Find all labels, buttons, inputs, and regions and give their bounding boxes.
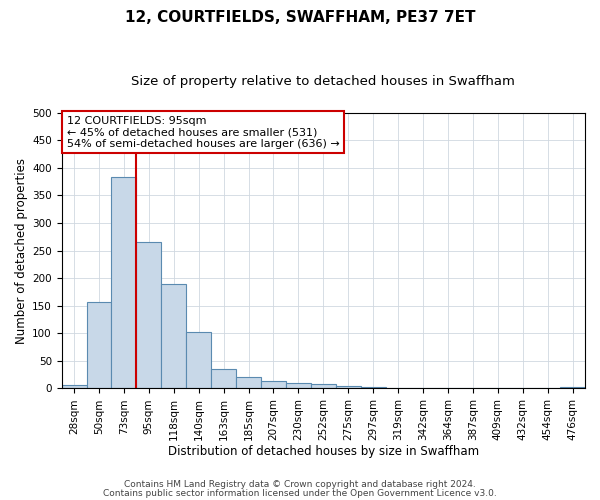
- Bar: [211, 368, 236, 388]
- Y-axis label: Number of detached properties: Number of detached properties: [15, 158, 28, 344]
- Bar: [336, 386, 361, 388]
- Text: Contains HM Land Registry data © Crown copyright and database right 2024.: Contains HM Land Registry data © Crown c…: [124, 480, 476, 489]
- Bar: [286, 383, 311, 388]
- Bar: [136, 242, 161, 388]
- Bar: [86, 302, 112, 388]
- Title: Size of property relative to detached houses in Swaffham: Size of property relative to detached ho…: [131, 75, 515, 88]
- Bar: [311, 384, 336, 388]
- Text: Contains public sector information licensed under the Open Government Licence v3: Contains public sector information licen…: [103, 489, 497, 498]
- Text: 12 COURTFIELDS: 95sqm
← 45% of detached houses are smaller (531)
54% of semi-det: 12 COURTFIELDS: 95sqm ← 45% of detached …: [67, 116, 340, 148]
- Bar: [186, 332, 211, 388]
- Text: 12, COURTFIELDS, SWAFFHAM, PE37 7ET: 12, COURTFIELDS, SWAFFHAM, PE37 7ET: [125, 10, 475, 25]
- Bar: [161, 284, 186, 389]
- Bar: [261, 382, 286, 388]
- X-axis label: Distribution of detached houses by size in Swaffham: Distribution of detached houses by size …: [168, 444, 479, 458]
- Bar: [62, 384, 86, 388]
- Bar: [112, 178, 136, 388]
- Bar: [236, 377, 261, 388]
